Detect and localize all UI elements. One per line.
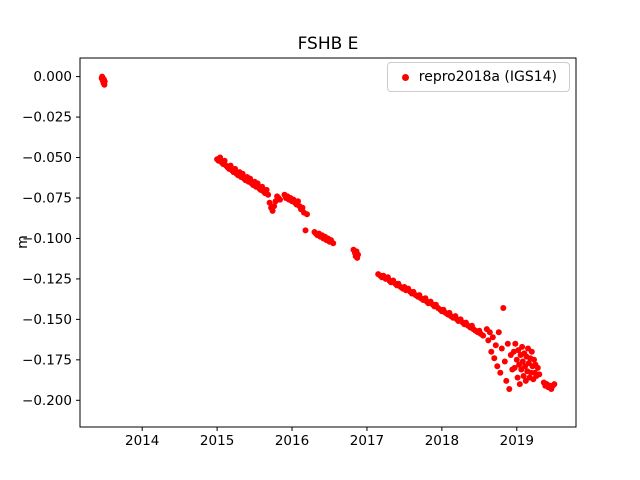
data-point (304, 211, 310, 218)
data-point (519, 358, 526, 365)
data-point (259, 183, 266, 190)
data-point (489, 334, 496, 341)
data-point (491, 355, 498, 362)
data-point (271, 203, 278, 210)
data-point (265, 191, 272, 198)
axes-spines (79, 57, 577, 428)
data-point (520, 373, 527, 379)
data-point (519, 343, 526, 350)
y-tick-label: −0.175 (22, 352, 72, 368)
data-point (514, 374, 521, 381)
y-tick-label: −0.100 (22, 231, 72, 247)
data-point (355, 251, 361, 258)
data-point (295, 198, 301, 205)
data-point (302, 227, 309, 234)
data-point (495, 329, 502, 336)
data-point (269, 207, 276, 214)
data-point (101, 78, 108, 85)
data-point (531, 356, 537, 363)
data-point (221, 157, 228, 164)
legend-label: repro2018a (IGS14) (418, 69, 557, 85)
y-tick-label: −0.050 (22, 150, 72, 166)
data-point (516, 381, 523, 388)
data-point (513, 356, 520, 363)
axes: 2014 2015 2016 2017 2018 2019 0.000 −0.025 −0.05… (22, 57, 577, 449)
data-point (528, 348, 535, 355)
legend: repro2018a (IGS14) (386, 62, 570, 92)
data-point (277, 196, 283, 203)
data-point (485, 337, 492, 344)
x-tick-label: 2014 (125, 433, 159, 449)
data-point (217, 154, 224, 161)
data-point (227, 162, 234, 169)
data-point (492, 342, 499, 349)
data-point (500, 305, 507, 311)
data-point (330, 240, 337, 247)
y-tick-label: 0.000 (33, 69, 72, 85)
data-point (254, 180, 261, 187)
x-tick-label: 2019 (500, 433, 534, 449)
x-tick-label: 2016 (275, 433, 309, 449)
data-point (299, 204, 306, 211)
x-tick-label: 2015 (200, 433, 234, 449)
data-point (232, 165, 239, 172)
data-point (497, 369, 504, 376)
data-point (534, 364, 541, 371)
data-point (511, 364, 518, 371)
data-points (98, 73, 558, 392)
y-tick-label: −0.075 (22, 190, 72, 206)
data-point (239, 170, 246, 177)
data-point (504, 340, 511, 347)
data-point (510, 348, 517, 355)
data-point (480, 332, 487, 339)
x-tick-label: 2017 (350, 433, 384, 449)
data-point (488, 348, 495, 355)
y-tick-label: −0.200 (22, 393, 72, 409)
data-point (503, 377, 510, 384)
data-point (266, 199, 273, 206)
data-point (494, 363, 501, 370)
y-tick-label: −0.025 (22, 110, 72, 126)
legend-marker-icon (401, 73, 409, 81)
y-tick-label: −0.150 (22, 312, 72, 328)
data-point (506, 386, 513, 392)
data-point (247, 175, 254, 182)
data-point (486, 329, 493, 336)
y-axis-label: m (15, 235, 31, 249)
chart-title: FSHB E (298, 34, 359, 54)
data-point (512, 340, 519, 347)
data-point (263, 186, 270, 193)
x-tick-label: 2018 (425, 433, 459, 449)
y-tick-label: −0.125 (22, 271, 72, 287)
data-point (501, 358, 508, 365)
data-point (551, 381, 558, 388)
data-point (536, 371, 543, 378)
data-point (498, 345, 505, 352)
